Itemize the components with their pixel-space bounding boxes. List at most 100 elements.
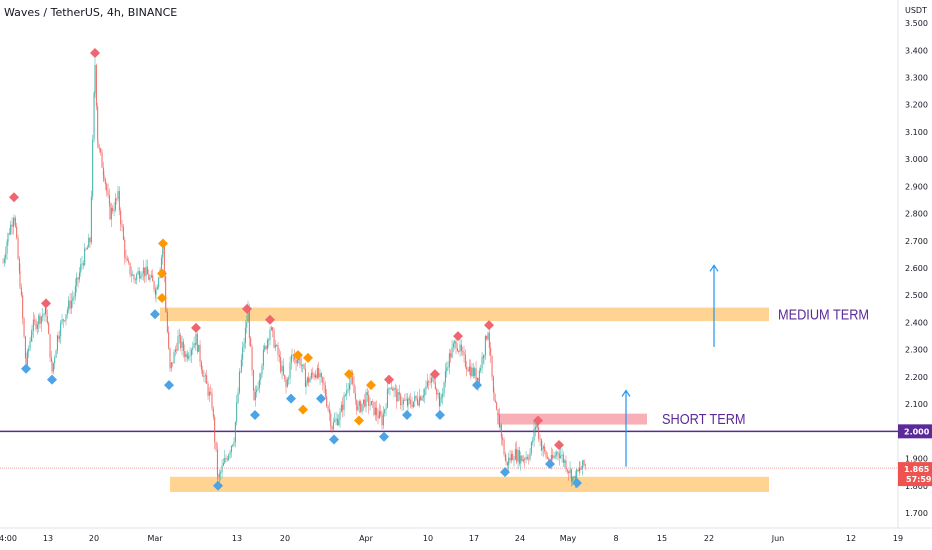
candle-body — [313, 374, 315, 378]
candle-body — [504, 454, 506, 461]
signal-marker — [329, 434, 339, 445]
signal-marker — [303, 352, 313, 363]
candle-body — [361, 403, 363, 412]
candle-body — [251, 346, 253, 371]
candle-body — [237, 392, 239, 403]
candle-body — [374, 407, 376, 415]
candle-body — [248, 308, 250, 338]
candle-body — [342, 404, 344, 411]
candle-body — [570, 469, 572, 482]
signal-marker — [554, 439, 564, 450]
candle-body — [439, 398, 441, 407]
candle-body — [428, 381, 430, 383]
x-tick-label: 19 — [893, 534, 903, 543]
candle-body — [574, 476, 576, 484]
candle-body — [528, 458, 530, 460]
candle-body — [486, 335, 488, 340]
candle-body — [60, 322, 62, 337]
candle-body — [43, 313, 45, 316]
candle-body — [522, 459, 524, 462]
candle-body — [250, 337, 252, 347]
candle-body — [487, 332, 489, 340]
candle-body — [544, 446, 546, 452]
candle-body — [113, 209, 115, 212]
signal-marker — [47, 374, 57, 385]
candle-body — [407, 398, 409, 406]
candle-body — [354, 393, 356, 400]
candle-body — [402, 399, 404, 405]
candle-body — [10, 224, 12, 235]
candle-body — [331, 426, 333, 430]
y-tick-label: 2.600 — [905, 264, 928, 273]
candle-body — [411, 404, 413, 407]
candle-body — [493, 392, 495, 401]
x-tick-label: 4:00 — [0, 534, 17, 543]
candle-body — [269, 329, 271, 340]
candle-body — [165, 308, 167, 313]
candle-body — [470, 366, 472, 377]
candle-body — [370, 401, 372, 406]
candle-body — [42, 315, 44, 317]
candle-body — [77, 277, 79, 280]
signal-marker — [164, 380, 174, 391]
candle-body — [308, 377, 310, 383]
zone-label: SHORT TERM — [662, 410, 746, 427]
x-tick-label: 22 — [704, 534, 714, 543]
candle-body — [6, 241, 8, 254]
candle-body — [178, 335, 180, 337]
candle-body — [5, 253, 7, 259]
y-tick-label: 2.500 — [905, 291, 928, 300]
candle-body — [152, 275, 154, 282]
signal-marker — [435, 410, 445, 421]
y-tick-label: 1.800 — [905, 482, 928, 491]
x-tick-label: Jun — [771, 534, 785, 543]
candle-body — [204, 375, 206, 377]
signal-marker — [472, 380, 482, 391]
candle-body — [290, 355, 292, 363]
candle-body — [452, 343, 454, 348]
x-tick-label: 20 — [89, 534, 99, 543]
candle-body — [7, 233, 9, 242]
x-tick-label: Mar — [147, 534, 163, 543]
candle-body — [155, 289, 157, 295]
candle-body — [291, 355, 293, 356]
candle-body — [133, 274, 135, 280]
candle-body — [84, 248, 86, 266]
signal-marker — [250, 410, 260, 421]
candle-body — [30, 335, 32, 341]
candle-body — [503, 440, 505, 455]
candle-body — [289, 362, 291, 378]
candle-body — [98, 147, 100, 149]
candle-body — [566, 469, 568, 472]
candle-body — [558, 453, 560, 458]
candle-body — [226, 458, 228, 460]
candle-body — [444, 370, 446, 383]
candle-body — [93, 92, 95, 140]
candle-body — [404, 399, 406, 401]
candle-body — [481, 356, 483, 369]
candle-body — [142, 267, 144, 274]
candle-body — [542, 446, 544, 449]
candle-body — [471, 367, 473, 377]
candle-body — [220, 472, 222, 474]
zone-band — [160, 307, 769, 322]
candle-body — [509, 457, 511, 461]
candle-body — [349, 377, 351, 386]
candle-body — [433, 374, 435, 383]
candle-body — [446, 367, 448, 371]
candle-body — [138, 271, 140, 279]
candle-body — [81, 263, 83, 265]
candle-body — [145, 266, 147, 277]
candle-body — [506, 461, 508, 466]
candle-body — [438, 393, 440, 407]
candle-body — [408, 398, 410, 400]
candle-body — [260, 374, 262, 380]
candle-body — [22, 295, 24, 319]
candle-body — [477, 377, 479, 384]
candle-body — [314, 375, 316, 378]
candle-body — [8, 233, 10, 235]
candle-body — [203, 376, 205, 377]
candle-body — [578, 467, 580, 472]
candle-body — [535, 423, 537, 429]
